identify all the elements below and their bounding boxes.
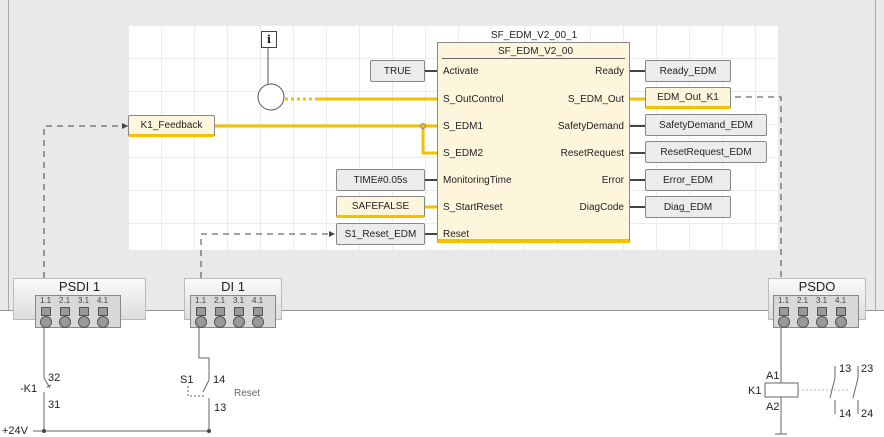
var-safefalse[interactable]: SAFEFALSE <box>336 196 425 218</box>
module-name: PSDO <box>798 279 836 294</box>
pin-s-edm-out: S_EDM_Out <box>567 94 624 105</box>
terminal-block-psdi1: 1.1 2.1 3.1 4.1 <box>35 295 121 328</box>
pin-s-outcontrol: S_OutControl <box>443 94 504 105</box>
terminal-block-psdo: 1.1 2.1 3.1 4.1 <box>773 295 859 328</box>
dashed-output-link <box>735 96 782 290</box>
terminal[interactable]: 1.1 <box>191 296 210 328</box>
pin-monitoring-time: MonitoringTime <box>443 175 512 186</box>
contact-24: 24 <box>861 408 874 420</box>
function-block[interactable]: SF_EDM_V2_00 <box>437 42 630 243</box>
coil-a1: A1 <box>766 370 780 382</box>
k1-terminal-32: 32 <box>48 372 61 384</box>
coil-label: K1 <box>748 385 762 397</box>
terminal[interactable]: 2.1 <box>55 296 74 328</box>
dashed-feedback-link <box>43 125 128 278</box>
contact-14: 14 <box>839 408 852 420</box>
pin-diag-code: DiagCode <box>579 202 624 213</box>
terminal[interactable]: 3.1 <box>812 296 831 328</box>
pin-reset-request: ResetRequest <box>560 148 624 159</box>
contact-13: 13 <box>839 363 852 375</box>
var-reset-request-edm[interactable]: ResetRequest_EDM <box>645 141 767 163</box>
var-error-edm[interactable]: Error_EDM <box>645 169 731 191</box>
s1-label: S1 <box>180 374 194 386</box>
module-name: PSDI 1 <box>58 279 101 294</box>
var-s1-reset-edm[interactable]: S1_Reset_EDM <box>336 223 425 245</box>
contact-23: 23 <box>861 363 874 375</box>
reset-label: Reset <box>234 388 261 399</box>
terminal[interactable]: 1.1 <box>36 296 55 328</box>
terminal-block-di1: 1.1 2.1 3.1 4.1 <box>190 295 276 328</box>
terminal[interactable]: 3.1 <box>74 296 93 328</box>
wire-edm2 <box>421 126 437 155</box>
k1-terminal-31: 31 <box>48 399 61 411</box>
fb-type: SF_EDM_V2_00 <box>498 46 574 57</box>
s1-terminal-13: 13 <box>214 402 227 414</box>
var-k1-feedback[interactable]: K1_Feedback <box>128 115 215 137</box>
connector-circle <box>257 83 285 111</box>
var-edm-out-k1[interactable]: EDM_Out_K1 <box>645 87 731 109</box>
terminal[interactable]: 4.1 <box>248 296 267 328</box>
k1-contact-label: -K1 <box>20 383 38 395</box>
pin-s-startreset: S_StartReset <box>443 202 503 213</box>
coil-a2: A2 <box>766 401 780 413</box>
var-diag-edm[interactable]: Diag_EDM <box>645 196 731 218</box>
pin-safety-demand: SafetyDemand <box>557 121 624 132</box>
var-safety-demand-edm[interactable]: SafetyDemand_EDM <box>645 114 767 136</box>
pin-reset: Reset <box>443 229 470 240</box>
var-true[interactable]: TRUE <box>370 60 425 82</box>
terminal[interactable]: 1.1 <box>774 296 793 328</box>
terminal[interactable]: 4.1 <box>831 296 850 328</box>
dashed-reset-link <box>200 233 333 278</box>
supply-label: +24V <box>2 425 28 437</box>
var-monitoring-time[interactable]: TIME#0.05s <box>336 169 425 191</box>
pin-s-edm2: S_EDM2 <box>443 148 484 159</box>
pin-ready: Ready <box>595 66 624 77</box>
var-ready-edm[interactable]: Ready_EDM <box>645 60 731 82</box>
pin-error: Error <box>601 175 624 186</box>
pin-s-edm1: S_EDM1 <box>443 121 484 132</box>
terminal[interactable]: 2.1 <box>210 296 229 328</box>
terminal[interactable]: 4.1 <box>93 296 112 328</box>
module-rack <box>8 0 876 310</box>
info-icon[interactable]: i <box>261 31 277 48</box>
pin-activate: Activate <box>443 66 479 77</box>
terminal[interactable]: 2.1 <box>793 296 812 328</box>
module-name: DI 1 <box>221 279 245 294</box>
terminal[interactable]: 3.1 <box>229 296 248 328</box>
fb-instance-name: SF_EDM_V2_00_1 <box>491 30 578 41</box>
s1-terminal-14: 14 <box>213 374 226 386</box>
